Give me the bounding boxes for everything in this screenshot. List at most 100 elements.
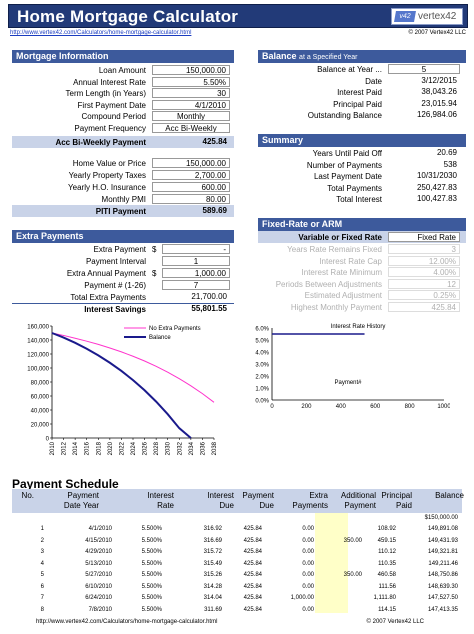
- arm-header: Fixed-Rate or ARM: [258, 218, 466, 231]
- field-label: Payment Frequency: [74, 123, 146, 133]
- field-input[interactable]: 600.00: [152, 182, 230, 192]
- series-line: [51, 332, 192, 439]
- field-label: Interest Rate Minimum: [301, 268, 382, 277]
- x-axis-label: Payment#: [334, 380, 362, 386]
- field-label: Extra Payment: [93, 245, 146, 254]
- header-line-2: Payment: [344, 501, 376, 510]
- payment-date: 7/8/2010: [88, 606, 112, 613]
- field-label: Interest Paid: [337, 88, 382, 97]
- field-input[interactable]: 2,700.00: [152, 170, 230, 180]
- principal-paid: 459.15: [377, 537, 396, 544]
- summary-row: Last Payment Date 10/31/2030: [258, 171, 466, 182]
- balance: 149,891.08: [427, 526, 458, 532]
- header-line-1: Principal: [381, 491, 412, 500]
- field-input[interactable]: 1: [162, 256, 230, 266]
- y-tick-label: 20,000: [31, 423, 50, 429]
- balance-row: Date 3/12/2015: [258, 76, 466, 87]
- home-cost-row: Yearly Property Taxes 2,700.00: [12, 170, 234, 181]
- payment-date: 4/15/2010: [85, 537, 112, 544]
- mortgage-info-row: Loan Amount 150,000.00: [12, 65, 234, 76]
- summary-row: Total Interest 100,427.83: [258, 194, 466, 205]
- balance: 149,321.81: [427, 549, 458, 555]
- field-input[interactable]: 12.00%: [388, 255, 460, 266]
- source-link[interactable]: http://www.vertex42.com/Calculators/home…: [10, 30, 192, 36]
- table-row: 2 4/15/2010 5.500% 316.69 425.84 0.00 350.00 45…: [12, 536, 462, 546]
- schedule-header: [12, 489, 462, 513]
- field-input[interactable]: 0.25%: [388, 290, 460, 300]
- interest-due: 314.04: [203, 595, 222, 601]
- field-value: 3/12/2015: [421, 75, 457, 85]
- balance-year-input[interactable]: 5: [388, 64, 460, 74]
- table-row: 5 5/27/2010 5.500% 315.26 425.84 0.00 350.00 46…: [12, 570, 462, 580]
- header-line-2: Paid: [395, 501, 412, 510]
- y-tick-label: 60,000: [31, 395, 50, 401]
- balance-row: Balance at Year ... 5: [258, 64, 466, 75]
- x-tick-label: 2032: [177, 441, 183, 455]
- principal-paid: 108.92: [377, 526, 396, 532]
- header-line-2: Due: [219, 501, 234, 510]
- field-input[interactable]: 4.00%: [388, 267, 460, 277]
- field-label: Balance at Year ...: [317, 65, 382, 74]
- interest-rate: 5.500%: [141, 583, 162, 590]
- footer-url[interactable]: http://www.vertex42.com/Calculators/home…: [36, 619, 218, 625]
- field-label: Total Payments: [327, 183, 382, 193]
- mortgage-info-row: First Payment Date 4/1/2010: [12, 99, 234, 111]
- interest-rate: 5.500%: [141, 572, 162, 578]
- balance: 149,211.46: [428, 560, 458, 567]
- field-label: Estimated Adjustment: [304, 291, 382, 300]
- field-input[interactable]: 150,000.00: [152, 158, 230, 168]
- field-label: First Payment Date: [77, 100, 146, 110]
- schedule-header-cell: Principal Paid: [381, 491, 412, 511]
- field-input[interactable]: Acc Bi-Weekly: [152, 122, 230, 133]
- field-input[interactable]: 5.50%: [152, 76, 230, 87]
- field-input[interactable]: -: [162, 244, 230, 254]
- extra-payments: 1,000.00: [290, 595, 314, 601]
- field-input[interactable]: 4/1/2010: [152, 99, 230, 110]
- acc-payment-label: Acc Bi-Weekly Payment: [55, 138, 146, 147]
- x-tick-label: 2018: [96, 441, 102, 455]
- x-tick-label: 2038: [212, 441, 218, 455]
- payment-due: 425.84: [243, 583, 262, 590]
- field-input[interactable]: 425.84: [388, 301, 460, 312]
- home-cost-row: Yearly H.O. Insurance 600.00: [12, 182, 234, 193]
- field-input[interactable]: 1,000.00: [162, 268, 230, 278]
- additional-payment-column-bg: [315, 513, 348, 613]
- rate-type-select[interactable]: Fixed Rate: [388, 232, 460, 242]
- arm-row: Years Rate Remains Fixed 3: [258, 244, 466, 255]
- field-label: Outstanding Balance: [307, 111, 382, 120]
- payment-due: 425.84: [243, 606, 262, 613]
- field-value: 10/31/2030: [416, 171, 457, 180]
- field-label: Date: [365, 76, 382, 86]
- table-row: 7 6/24/2010 5.500% 314.04 425.84 1,000.00 1,11…: [12, 593, 462, 603]
- vertex42-logo[interactable]: v42 vertex42: [391, 8, 463, 25]
- additional-payment[interactable]: 350.00: [343, 572, 362, 578]
- field-label: Home Value or Price: [72, 159, 146, 168]
- interest-rate-chart-svg: 0.0% 1.0% 2.0% 3.0% 4.0% 5.0% 6.0% 0 200 400 600 80…: [255, 324, 450, 410]
- payment-due: 425.84: [243, 537, 262, 544]
- opening-balance-row: $150,000.00: [12, 513, 462, 523]
- additional-payment[interactable]: 350.00: [343, 537, 362, 544]
- opening-balance: $150,000.00: [424, 515, 458, 521]
- field-label: Yearly H.O. Insurance: [68, 183, 146, 192]
- field-input[interactable]: 30: [152, 88, 230, 98]
- balance: 147,413.35: [427, 606, 458, 613]
- x-tick-label: 400: [336, 404, 347, 410]
- principal-paid: 460.58: [377, 572, 396, 578]
- payment-date: 4/1/2010: [88, 526, 112, 532]
- field-input[interactable]: 7: [162, 280, 230, 290]
- extra-payments: 0.00: [302, 560, 314, 567]
- table-row: 6 6/10/2010 5.500% 314.28 425.84 0.00 111.56 14…: [12, 582, 462, 592]
- balance: 148,750.86: [427, 572, 458, 578]
- field-input[interactable]: 12: [388, 278, 460, 289]
- payment-no: 8: [40, 606, 44, 613]
- field-input[interactable]: 80.00: [152, 194, 230, 204]
- y-tick-label: 140,000: [27, 339, 49, 345]
- field-input[interactable]: Monthly: [152, 111, 230, 121]
- field-input[interactable]: 150,000.00: [152, 65, 230, 75]
- y-tick-label: 80,000: [31, 381, 50, 387]
- field-input[interactable]: 3: [388, 244, 460, 254]
- interest-rate: 5.500%: [141, 560, 162, 567]
- interest-savings-row: Interest Savings 55,801.55: [12, 304, 234, 315]
- arm-row: Interest Rate Cap 12.00%: [258, 255, 466, 267]
- extra-payment-row: Payment Interval 1: [12, 256, 234, 267]
